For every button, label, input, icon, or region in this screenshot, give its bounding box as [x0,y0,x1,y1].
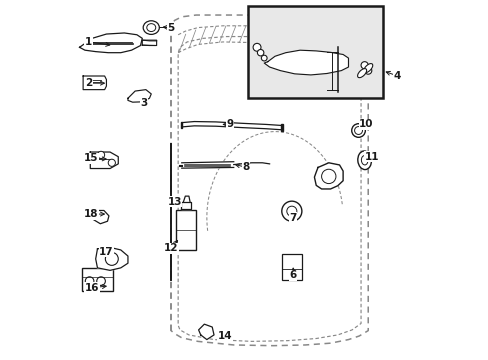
Bar [247,6,382,98]
Ellipse shape [146,24,155,32]
Circle shape [257,49,264,56]
Circle shape [321,169,335,184]
Text: 2: 2 [85,78,92,88]
Text: 9: 9 [226,120,233,129]
Circle shape [286,206,296,216]
Text: 7: 7 [288,213,296,222]
Ellipse shape [357,151,371,170]
Circle shape [85,277,94,285]
Text: 18: 18 [83,209,98,219]
Bar [82,268,113,291]
Text: 1: 1 [85,37,92,47]
Text: 16: 16 [84,283,99,293]
Circle shape [108,159,115,166]
Polygon shape [182,163,233,168]
Circle shape [281,201,301,221]
Polygon shape [314,163,343,189]
Text: 17: 17 [99,247,114,257]
Polygon shape [96,247,128,270]
Text: 3: 3 [140,98,147,108]
Text: 11: 11 [364,152,378,162]
Polygon shape [281,125,282,131]
Polygon shape [264,50,348,75]
Polygon shape [90,152,118,168]
Polygon shape [83,76,106,90]
Circle shape [360,62,367,69]
Bar [282,253,301,280]
Polygon shape [80,33,142,53]
Ellipse shape [351,124,365,137]
Ellipse shape [143,21,159,35]
Circle shape [253,43,261,51]
Text: 4: 4 [392,71,400,81]
Text: 6: 6 [289,270,296,280]
Polygon shape [180,122,182,128]
Bar [176,211,196,250]
Text: 15: 15 [83,153,98,163]
Text: 14: 14 [217,331,232,341]
Polygon shape [142,40,156,45]
Polygon shape [198,324,214,339]
Circle shape [261,55,266,61]
Circle shape [97,277,105,285]
Circle shape [105,252,118,265]
Polygon shape [92,211,109,224]
Circle shape [364,67,371,74]
Text: 5: 5 [167,23,174,33]
Text: 10: 10 [359,120,373,129]
Ellipse shape [357,69,366,78]
Text: 12: 12 [163,243,178,253]
Circle shape [97,151,104,158]
Polygon shape [128,90,151,102]
Text: 13: 13 [167,197,182,207]
Ellipse shape [361,156,367,165]
Ellipse shape [363,64,372,73]
Text: 8: 8 [242,162,249,172]
Ellipse shape [354,127,362,134]
Polygon shape [180,202,191,210]
